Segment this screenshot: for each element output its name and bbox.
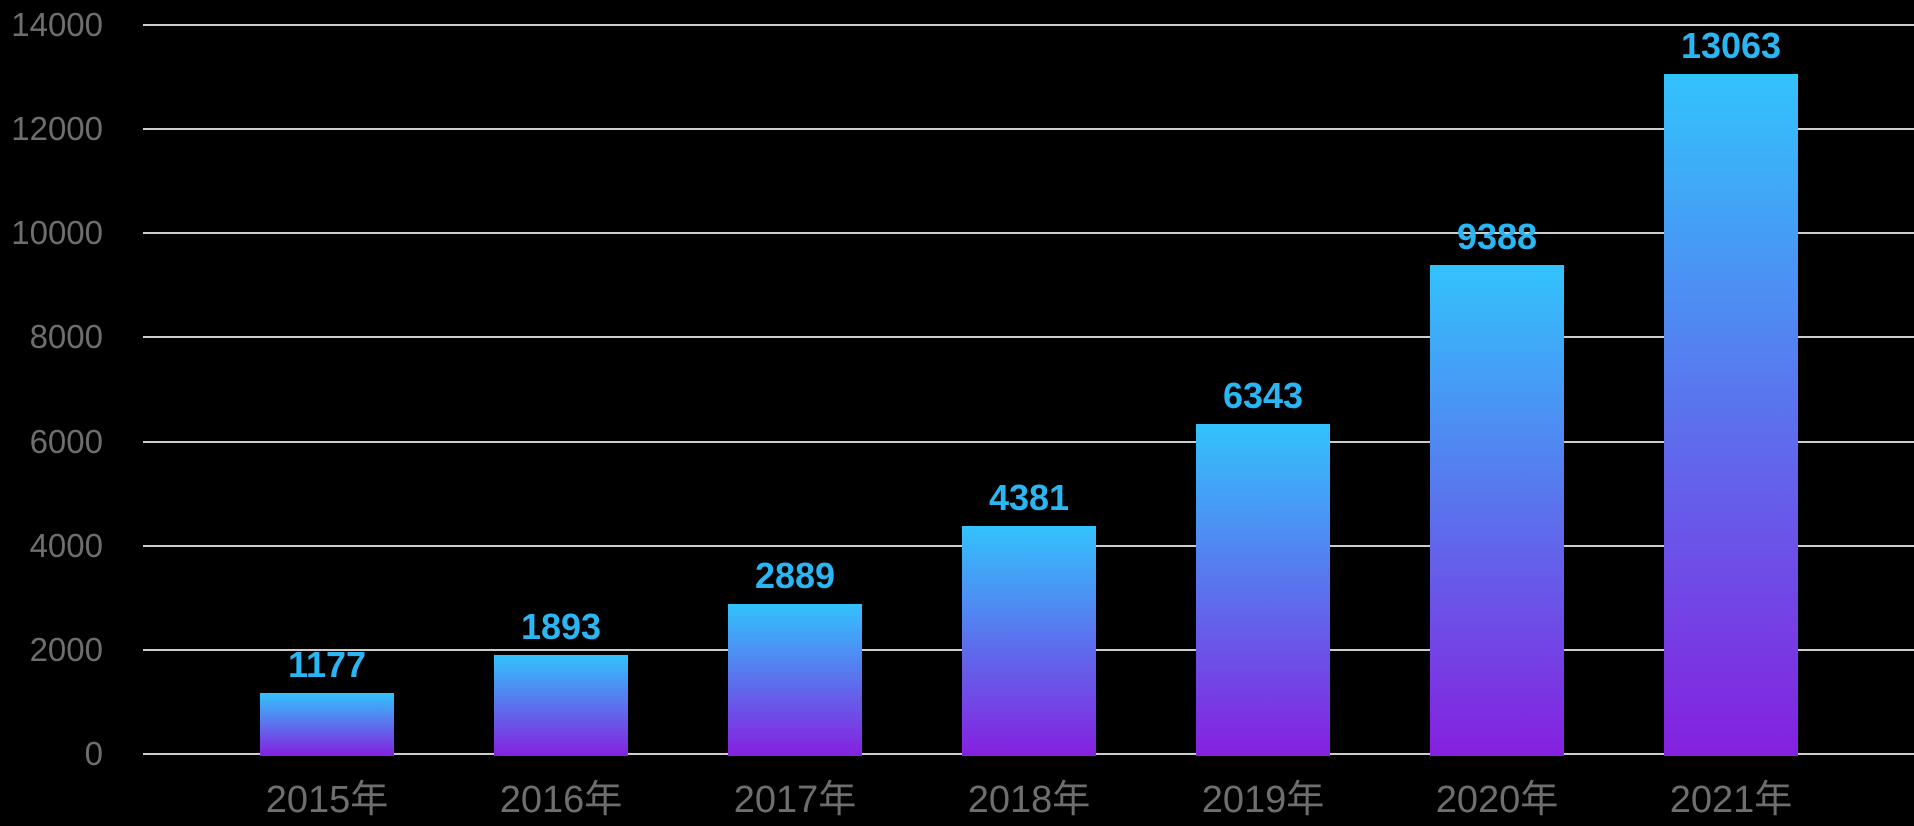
gridline — [143, 440, 1914, 443]
x-tick-label: 2020年 — [1435, 779, 1559, 821]
bar-2021年 — [1664, 74, 1798, 756]
y-tick-label: 12000 — [11, 110, 103, 148]
x-tick-label: 2017年 — [733, 779, 857, 821]
x-tick-label: 2015年 — [265, 779, 389, 821]
gridline — [143, 336, 1914, 339]
x-tick-label: 2016年 — [499, 779, 623, 821]
bar-2017年 — [728, 604, 862, 756]
bar-value-label: 9388 — [1456, 216, 1538, 257]
bar-value-label: 13063 — [1680, 25, 1782, 66]
bar-value-label: 1177 — [287, 644, 367, 685]
gridline — [143, 128, 1914, 131]
bar-value-label: 6343 — [1222, 375, 1304, 416]
gridline — [143, 232, 1914, 235]
y-tick-label: 6000 — [29, 422, 103, 460]
y-tick-label: 14000 — [11, 6, 103, 43]
y-tick-label: 10000 — [11, 214, 103, 252]
y-tick-label: 4000 — [29, 526, 103, 564]
x-tick-label: 2019年 — [1201, 779, 1325, 821]
bar-2020年 — [1430, 265, 1564, 756]
x-tick-label: 2021年 — [1669, 779, 1793, 821]
bar-2016年 — [494, 655, 628, 756]
gridline — [143, 24, 1914, 26]
bar-2018年 — [962, 526, 1096, 756]
x-tick-label: 2018年 — [967, 779, 1091, 821]
y-tick-label: 0 — [84, 735, 103, 772]
bar-2015年 — [260, 693, 394, 756]
y-tick-label: 8000 — [29, 318, 103, 356]
bar-value-label: 4381 — [988, 477, 1070, 518]
bar-value-label: 1893 — [520, 606, 602, 647]
bar-value-label: 2889 — [754, 555, 836, 596]
bar-2019年 — [1196, 424, 1330, 756]
y-tick-label: 2000 — [29, 630, 103, 668]
